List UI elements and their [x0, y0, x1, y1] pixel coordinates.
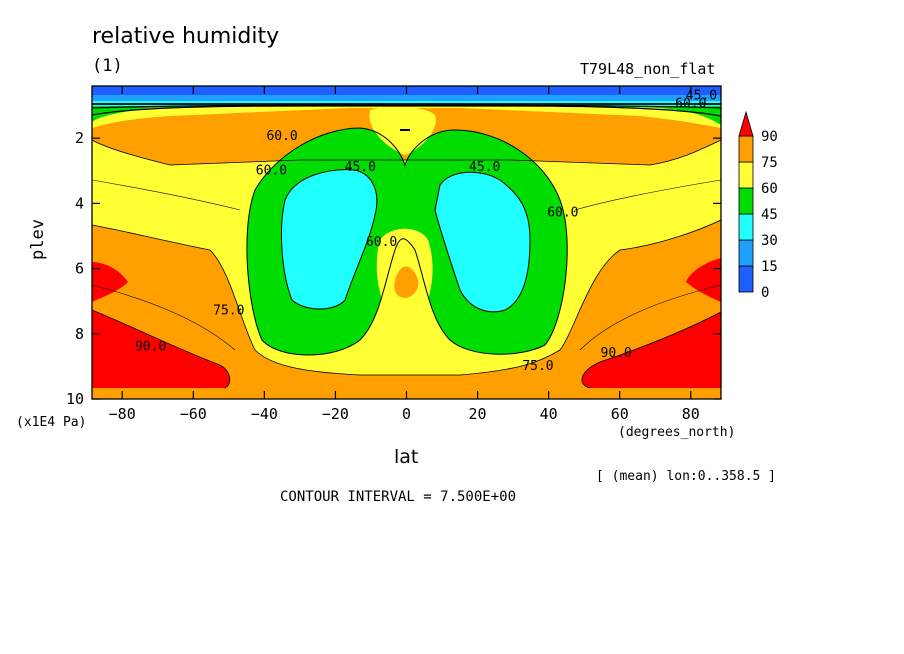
contour-line — [574, 179, 721, 211]
x-tick-label: 80 — [682, 405, 700, 423]
colorbar-label: 45 — [761, 207, 778, 223]
x-tick-label: −20 — [322, 405, 349, 423]
y-axis-unit: (x1E4 Pa) — [16, 415, 87, 430]
contour-line — [92, 309, 231, 389]
filled-contours — [92, 86, 721, 399]
x-tick-label: 20 — [469, 405, 487, 423]
experiment-label: T79L48_non_flat — [580, 60, 716, 78]
colorbar-label: 60 — [761, 181, 778, 197]
colorbar-swatch — [738, 135, 754, 163]
colorbar-label: 90 — [761, 129, 778, 145]
y-axis: 2 4 6 8 10 — [66, 129, 721, 408]
y-tick-label: 6 — [75, 260, 84, 278]
band-90-left-mid — [92, 262, 128, 302]
colorbar-extend-triangle — [738, 110, 754, 137]
colorbar-label: 75 — [761, 155, 778, 171]
contour-line — [92, 284, 236, 351]
y-tick-label: 8 — [75, 325, 84, 343]
contour-label: 90.0 — [135, 339, 166, 354]
band-75-90-eq — [394, 266, 419, 298]
contour-label: 60.0 — [266, 129, 297, 144]
colorbar-label: 30 — [761, 233, 778, 249]
contour-interval: CONTOUR INTERVAL = 7.500E+00 — [280, 489, 517, 505]
x-tick-label: −40 — [251, 405, 278, 423]
band-90-right-low — [581, 312, 721, 388]
colorbar-swatch — [738, 161, 754, 189]
colorbar-swatch — [738, 239, 754, 267]
subset-note: [ (mean) lon:0..358.5 ] — [596, 469, 777, 484]
chart-title: relative humidity — [92, 24, 280, 49]
contour-line — [581, 311, 721, 389]
contour-label: 60.0 — [675, 96, 706, 111]
y-tick-label: 10 — [66, 390, 84, 408]
band-30-45-right — [435, 172, 530, 312]
band-90-left-low — [92, 310, 230, 388]
x-axis-label: lat — [394, 446, 419, 468]
band-60-75-top — [92, 103, 721, 128]
contour-line — [579, 284, 721, 351]
colorbar-label: 0 — [761, 285, 769, 301]
contour-line — [92, 139, 721, 166]
contour-line — [280, 169, 378, 310]
x-axis-unit: (degrees_north) — [618, 425, 736, 440]
colorbar: 0 15 30 45 60 75 90 — [738, 110, 778, 301]
contour-line — [434, 171, 531, 313]
contour-line — [92, 219, 721, 376]
band-30-45-left — [281, 169, 377, 309]
x-tick-label: 0 — [402, 405, 411, 423]
y-tick-label: 4 — [75, 194, 84, 212]
contour-label: 75.0 — [213, 303, 244, 318]
contour-line — [246, 127, 568, 356]
contour-line — [92, 179, 241, 211]
contour-label: 60.0 — [547, 206, 578, 221]
contour-label: 45.0 — [469, 160, 500, 175]
contour-label: 45.0 — [345, 160, 376, 175]
band-90-right-mid — [686, 258, 721, 302]
contour-label: 60.0 — [366, 235, 397, 250]
x-tick-label: 40 — [540, 405, 558, 423]
x-tick-label: 60 — [611, 405, 629, 423]
colorbar-swatch — [738, 213, 754, 241]
x-tick-label: −80 — [109, 405, 136, 423]
contour-label: 45.0 — [686, 88, 717, 103]
contour-lines — [92, 103, 721, 389]
contour-label: 60.0 — [256, 163, 287, 178]
x-tick-label: −60 — [180, 405, 207, 423]
contour-line — [92, 104, 721, 109]
colorbar-label: 15 — [761, 259, 778, 275]
colorbar-swatch — [738, 265, 754, 293]
units-label: (1) — [92, 56, 123, 76]
contour-label: 90.0 — [601, 346, 632, 361]
y-tick-label: 2 — [75, 129, 84, 147]
contour-line — [92, 105, 721, 117]
colorbar-swatch — [738, 187, 754, 215]
contour-label: 75.0 — [522, 359, 553, 374]
contour-labels: 60.045.060.060.0 45.0 45.060.060.075.075.0… — [135, 88, 717, 374]
x-axis: −80 −60 −40 −20 0 20 40 60 80 — [109, 86, 700, 423]
